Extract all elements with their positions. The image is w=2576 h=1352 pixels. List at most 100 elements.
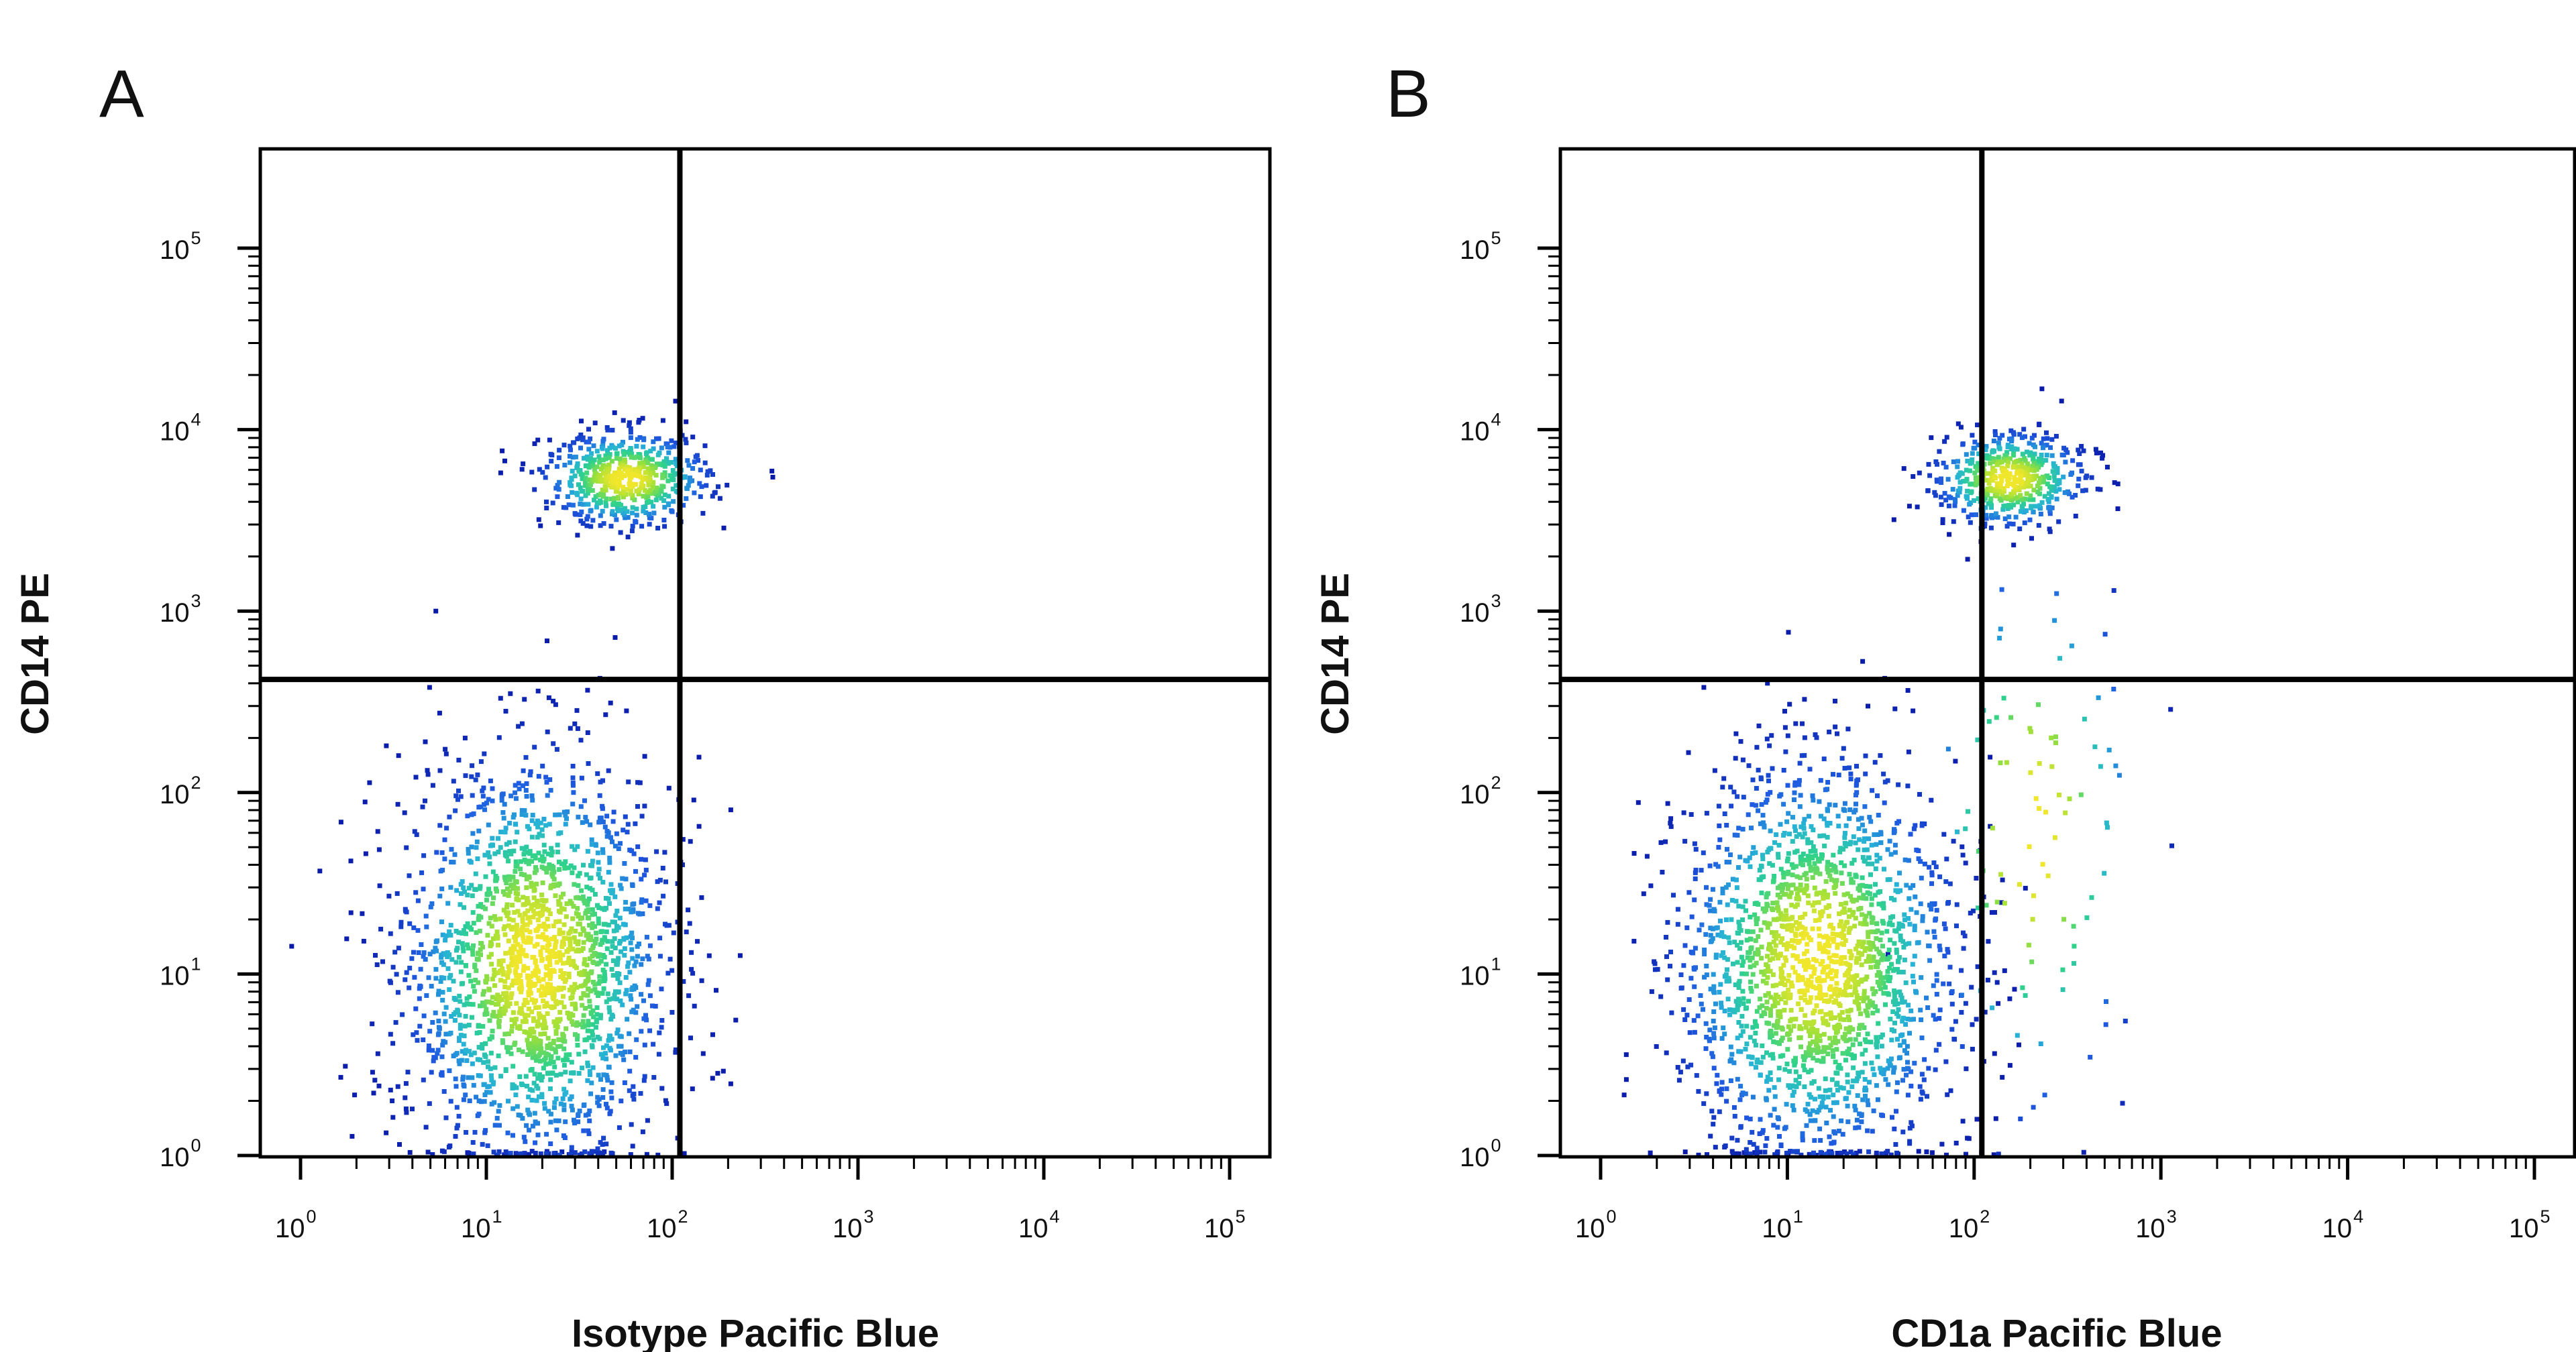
panel-b-event-dot [1793,886,1799,891]
panel-b-event-dot [1843,1026,1849,1031]
panel-a-event-dot [397,1142,402,1147]
panel-b-event-dot [1969,460,1974,465]
panel-b-event-dot [1717,990,1722,995]
panel-b-event-dot [1974,876,1979,881]
panel-a-event-dot [500,1038,505,1044]
panel-b-event-dot [1798,883,1803,887]
panel-a-event-dot [588,436,593,441]
panel-a-event-dot [606,922,611,927]
panel-b-event-dot [1860,659,1866,664]
panel-b-event-dot [1985,455,1990,461]
panel-b-event-dot [1760,852,1765,858]
panel-b-event-dot [1912,923,1917,929]
panel-b-event-dot [1723,972,1729,977]
panel-b-event-dot [1965,1135,1970,1141]
panel-a-event-dot [561,1103,567,1108]
panel-a-event-dot [584,962,590,968]
panel-a-event-dot [352,1092,358,1098]
panel-a-event-dot [404,845,409,850]
panel-a-event-dot [549,849,555,854]
panel-a-x-tick-label: 101 [461,1206,502,1243]
panel-a-event-dot [594,504,599,510]
panel-b-event-dot [1901,1066,1907,1072]
panel-a-event-dot [527,1051,533,1056]
panel-a-event-dot [661,518,667,522]
panel-a-event-dot [572,1121,578,1126]
panel-a-event-dot [546,907,551,913]
panel-b-event-dot [1808,868,1813,873]
panel-a-event-dot [621,1057,627,1062]
panel-a-event-dot [628,426,633,431]
panel-a-event-dot [466,885,472,891]
panel-a-event-dot [443,933,449,938]
panel-a-event-dot [575,436,580,441]
panel-b-event-dot [1765,975,1770,980]
panel-b-event-dot [1845,1103,1850,1109]
panel-b-event-dot [1693,867,1699,872]
panel-a-event-dot [530,853,535,858]
panel-b-event-dot [1976,461,1981,466]
panel-b-event-dot [1764,1136,1770,1141]
panel-b-event-dot [1799,854,1804,860]
panel-a-event-dot [636,911,641,916]
panel-a-event-dot [505,974,511,980]
panel-a-event-dot [629,1009,635,1015]
panel-a-event-dot [578,932,583,937]
panel-a-event-dot [535,904,541,909]
panel-a-event-dot [443,1005,449,1010]
panel-b-event-dot [1898,938,1903,943]
panel-b-event-dot [1850,912,1856,917]
panel-a-event-dot [550,500,555,506]
panel-b-event-dot [1876,813,1881,818]
panel-b-event-dot [1982,471,1988,476]
panel-b-event-dot [1865,890,1870,895]
panel-b-event-dot [2036,522,2041,528]
panel-a-event-dot [511,848,517,854]
panel-b-event-dot [1829,1141,1834,1146]
panel-b-event-dot [1775,905,1780,910]
panel-a-event-dot [517,1024,523,1029]
panel-b-event-dot [1968,520,1973,525]
panel-a-event-dot [664,1101,669,1107]
panel-b-event-dot [2055,482,2060,487]
panel-a-event-dot [527,851,533,856]
panel-a-event-dot [651,480,656,485]
panel-a-event-dot [462,1051,468,1056]
panel-b-event-dot [1754,1009,1760,1014]
panel-a-event-dot [502,875,507,880]
panel-b-event-dot [1870,1129,1875,1134]
panel-b-event-dot [1809,1094,1813,1100]
panel-a-event-dot [586,987,591,992]
panel-a-event-dot [504,854,509,859]
panel-b-event-dot [1824,1121,1829,1125]
panel-a-event-dot [659,496,664,501]
panel-b-event-dot [1843,823,1849,828]
panel-a-event-dot [417,996,422,1001]
panel-a-event-dot [482,1003,487,1009]
panel-b-event-dot [2042,494,2047,499]
panel-a-event-dot [632,963,637,968]
panel-b-event-dot [1723,1143,1728,1149]
panel-b-event-dot [2041,445,2045,451]
panel-a-event-dot [504,902,510,907]
panel-b-event-dot [1807,1020,1812,1025]
panel-a-event-dot [584,872,589,877]
panel-a-event-dot [433,966,439,972]
panel-a-event-dot [407,985,412,991]
panel-b-event-dot [2027,441,2032,446]
panel-b-event-dot [1743,1091,1748,1096]
panel-a-event-dot [628,430,633,435]
panel-b-event-dot [1772,999,1778,1005]
panel-a-event-dot [433,1055,438,1060]
panel-a-event-dot [610,958,616,964]
panel-a-event-dot [629,1122,634,1127]
panel-a-event-dot [534,964,539,970]
panel-b-event-dot [1992,429,1998,434]
panel-b-event-dot [1719,1086,1724,1092]
panel-a-event-dot [472,1050,477,1056]
panel-a-event-dot [403,1106,409,1111]
panel-b-event-dot [1939,476,1943,482]
panel-a-event-dot [614,971,620,976]
panel-b-event-dot [1623,1052,1629,1058]
panel-a-event-dot [394,972,399,977]
